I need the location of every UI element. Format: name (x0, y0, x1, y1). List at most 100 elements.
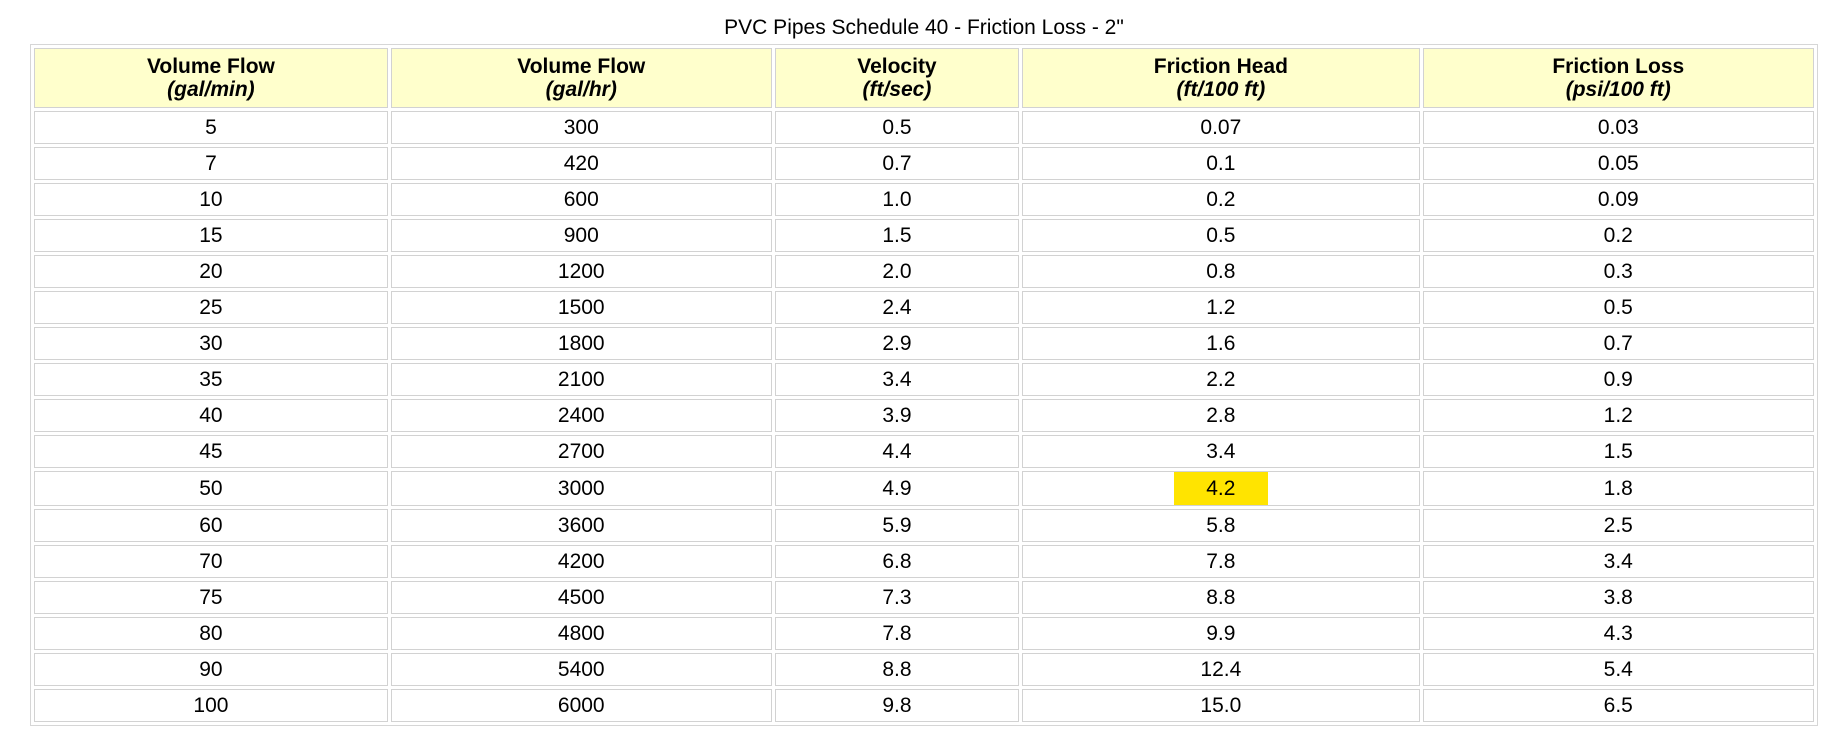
cell-friction-head: 7.8 (1022, 545, 1420, 578)
cell-gal-min: 80 (34, 617, 388, 650)
column-header-unit: (gal/min) (167, 78, 255, 101)
cell-gal-hr: 3000 (390, 471, 772, 506)
column-header-gal-min: Volume Flow (gal/min) (34, 48, 388, 108)
cell-friction-loss: 0.7 (1422, 327, 1814, 360)
cell-gal-hr: 420 (390, 147, 772, 180)
highlighted-value: 4.2 (1173, 472, 1268, 505)
table-row: 50 3000 4.9 4.2 1.8 (34, 471, 1814, 506)
column-header-gal-hr: Volume Flow (gal/hr) (390, 48, 772, 108)
cell-gal-hr: 6000 (390, 689, 772, 722)
table-row: 70 4200 6.8 7.8 3.4 (34, 545, 1814, 578)
table-row: 90 5400 8.8 12.4 5.4 (34, 653, 1814, 686)
cell-friction-head: 3.4 (1022, 435, 1420, 468)
cell-friction-loss: 5.4 (1422, 653, 1814, 686)
column-header-friction-loss: Friction Loss (psi/100 ft) (1422, 48, 1814, 108)
column-header-unit: (psi/100 ft) (1565, 78, 1671, 101)
table-row: 10 600 1.0 0.2 0.09 (34, 183, 1814, 216)
cell-friction-loss: 0.3 (1422, 255, 1814, 288)
cell-gal-hr: 5400 (390, 653, 772, 686)
table-row: 75 4500 7.3 8.8 3.8 (34, 581, 1814, 614)
column-header-label: Friction Head (1153, 55, 1288, 78)
cell-friction-head: 1.2 (1022, 291, 1420, 324)
cell-velocity: 7.8 (774, 617, 1020, 650)
table-row: 7 420 0.7 0.1 0.05 (34, 147, 1814, 180)
cell-velocity: 0.5 (774, 111, 1020, 144)
column-header-label: Volume Flow (146, 55, 275, 78)
cell-gal-hr: 4500 (390, 581, 772, 614)
cell-gal-hr: 4800 (390, 617, 772, 650)
column-header-label: Velocity (857, 55, 937, 78)
table-row: 35 2100 3.4 2.2 0.9 (34, 363, 1814, 396)
cell-friction-loss: 2.5 (1422, 509, 1814, 542)
cell-gal-min: 50 (34, 471, 388, 506)
cell-gal-min: 35 (34, 363, 388, 396)
cell-gal-min: 7 (34, 147, 388, 180)
column-header-unit: (gal/hr) (545, 78, 617, 101)
cell-gal-hr: 1500 (390, 291, 772, 324)
cell-gal-min: 75 (34, 581, 388, 614)
table-row: 100 6000 9.8 15.0 6.5 (34, 689, 1814, 722)
cell-velocity: 3.4 (774, 363, 1020, 396)
cell-friction-loss: 4.3 (1422, 617, 1814, 650)
cell-gal-min: 20 (34, 255, 388, 288)
column-header-friction-head: Friction Head (ft/100 ft) (1022, 48, 1420, 108)
cell-friction-head: 1.6 (1022, 327, 1420, 360)
cell-friction-loss: 1.2 (1422, 399, 1814, 432)
cell-friction-loss: 0.9 (1422, 363, 1814, 396)
cell-friction-head: 2.8 (1022, 399, 1420, 432)
cell-velocity: 2.4 (774, 291, 1020, 324)
friction-loss-table: Volume Flow (gal/min) Volume Flow (gal/h… (30, 44, 1818, 726)
cell-velocity: 2.0 (774, 255, 1020, 288)
cell-gal-min: 5 (34, 111, 388, 144)
cell-gal-min: 25 (34, 291, 388, 324)
cell-gal-min: 10 (34, 183, 388, 216)
cell-friction-head: 0.07 (1022, 111, 1420, 144)
cell-gal-min: 70 (34, 545, 388, 578)
cell-friction-head: 9.9 (1022, 617, 1420, 650)
cell-velocity: 0.7 (774, 147, 1020, 180)
column-header-label: Volume Flow (517, 55, 646, 78)
cell-gal-min: 90 (34, 653, 388, 686)
cell-friction-head: 4.2 (1022, 471, 1420, 506)
column-header-unit: (ft/sec) (862, 78, 932, 101)
cell-friction-loss: 1.8 (1422, 471, 1814, 506)
cell-gal-hr: 1800 (390, 327, 772, 360)
cell-gal-hr: 1200 (390, 255, 772, 288)
table-row: 30 1800 2.9 1.6 0.7 (34, 327, 1814, 360)
cell-friction-head: 12.4 (1022, 653, 1420, 686)
cell-friction-loss: 0.5 (1422, 291, 1814, 324)
cell-friction-loss: 0.09 (1422, 183, 1814, 216)
cell-gal-hr: 600 (390, 183, 772, 216)
cell-friction-head: 0.8 (1022, 255, 1420, 288)
cell-friction-loss: 0.03 (1422, 111, 1814, 144)
cell-friction-head: 0.5 (1022, 219, 1420, 252)
cell-gal-hr: 4200 (390, 545, 772, 578)
cell-friction-head: 5.8 (1022, 509, 1420, 542)
cell-velocity: 8.8 (774, 653, 1020, 686)
cell-gal-hr: 300 (390, 111, 772, 144)
cell-friction-loss: 0.2 (1422, 219, 1814, 252)
table-row: 80 4800 7.8 9.9 4.3 (34, 617, 1814, 650)
cell-velocity: 5.9 (774, 509, 1020, 542)
table-caption: PVC Pipes Schedule 40 - Friction Loss - … (724, 16, 1124, 39)
cell-gal-hr: 3600 (390, 509, 772, 542)
cell-velocity: 9.8 (774, 689, 1020, 722)
cell-gal-min: 40 (34, 399, 388, 432)
cell-friction-loss: 1.5 (1422, 435, 1814, 468)
table-row: 20 1200 2.0 0.8 0.3 (34, 255, 1814, 288)
cell-friction-loss: 3.8 (1422, 581, 1814, 614)
column-header-unit: (ft/100 ft) (1176, 78, 1266, 101)
cell-velocity: 4.4 (774, 435, 1020, 468)
cell-friction-loss: 3.4 (1422, 545, 1814, 578)
cell-velocity: 1.0 (774, 183, 1020, 216)
cell-gal-hr: 2700 (390, 435, 772, 468)
cell-gal-min: 100 (34, 689, 388, 722)
cell-gal-min: 15 (34, 219, 388, 252)
cell-gal-hr: 900 (390, 219, 772, 252)
table-row: 5 300 0.5 0.07 0.03 (34, 111, 1814, 144)
cell-velocity: 4.9 (774, 471, 1020, 506)
table-row: 25 1500 2.4 1.2 0.5 (34, 291, 1814, 324)
table-body: 5 300 0.5 0.07 0.03 7 420 0.7 0.1 0.05 10 600 1.0 0.2… (34, 111, 1814, 722)
cell-friction-head: 15.0 (1022, 689, 1420, 722)
